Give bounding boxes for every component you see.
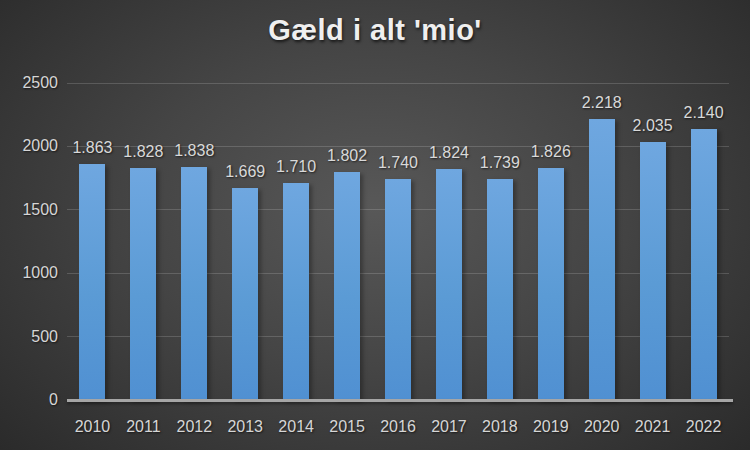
bar: [385, 179, 411, 400]
x-tick-label: 2022: [676, 417, 732, 437]
y-tick-label: 500: [0, 327, 58, 347]
x-tick-label: 2010: [64, 417, 120, 437]
bar: [538, 168, 564, 400]
x-tick-label: 2011: [115, 417, 171, 437]
y-tick-label: 1500: [0, 200, 58, 220]
gridline: [67, 83, 729, 84]
bar: [283, 183, 309, 400]
x-axis-line: [67, 399, 733, 402]
y-tick-label: 1000: [0, 263, 58, 283]
y-tick-label: 2000: [0, 136, 58, 156]
bar-value-label: 2.140: [672, 103, 736, 123]
x-tick-label: 2020: [574, 417, 630, 437]
chart-title: Gæld i alt 'mio': [0, 14, 750, 47]
bar-chart: Gæld i alt 'mio' 0 500 1000 1500 2000 2500 1.8…: [0, 0, 750, 450]
x-tick-label: 2017: [421, 417, 477, 437]
x-tick-label: 2013: [217, 417, 273, 437]
bar: [130, 168, 156, 400]
bar-value-label: 1.838: [162, 141, 226, 161]
bar: [691, 129, 717, 400]
bar: [436, 169, 462, 400]
bar: [181, 167, 207, 400]
x-tick-label: 2014: [268, 417, 324, 437]
bar: [232, 188, 258, 400]
x-tick-label: 2021: [625, 417, 681, 437]
bar-value-label: 2.218: [570, 93, 634, 113]
x-tick-label: 2019: [523, 417, 579, 437]
bar: [589, 119, 615, 400]
x-tick-label: 2012: [166, 417, 222, 437]
bar: [334, 172, 360, 400]
bar: [640, 142, 666, 400]
y-tick-label: 2500: [0, 73, 58, 93]
x-tick-label: 2018: [472, 417, 528, 437]
bar: [487, 179, 513, 400]
bar-value-label: 1.826: [519, 142, 583, 162]
bar: [79, 164, 105, 400]
y-tick-label: 0: [0, 390, 58, 410]
x-tick-label: 2015: [319, 417, 375, 437]
x-tick-label: 2016: [370, 417, 426, 437]
